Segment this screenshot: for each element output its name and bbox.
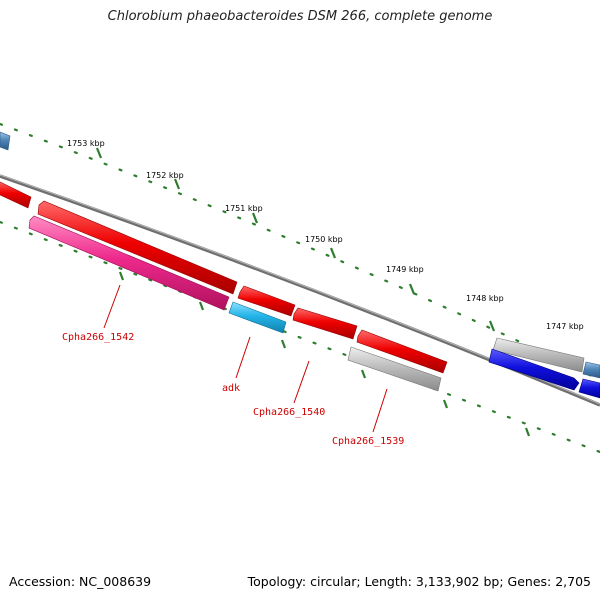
scale-label: 1753 kbp [67, 139, 105, 148]
genome-summary-text: Topology: circular; Length: 3,133,902 bp… [247, 574, 591, 589]
scale-major-tick [329, 247, 337, 259]
inner-ring-tick [524, 427, 531, 437]
cds-forward [0, 131, 11, 151]
cds-reverse [347, 346, 442, 392]
scale-dotted-line [0, 122, 600, 382]
inner-ring-tick [118, 271, 125, 281]
label-leader-line [103, 284, 121, 329]
inner-ring-tick [198, 301, 205, 311]
gene-label: adk [222, 383, 240, 394]
cds-reverse [578, 378, 600, 399]
gene-label: Cpha266_1542 [62, 332, 134, 343]
scale-label: 1749 kbp [386, 265, 424, 274]
cds-forward [356, 329, 448, 374]
genome-backbone [0, 174, 600, 407]
cds-forward [0, 181, 32, 209]
cds-forward [582, 361, 600, 379]
scale-major-tick [173, 178, 181, 190]
inner-dotted-ring [0, 220, 600, 454]
inner-ring-tick [360, 369, 367, 379]
cds-forward [37, 200, 238, 295]
cds-reverse [28, 215, 230, 311]
scale-label: 1750 kbp [305, 235, 343, 244]
gene-label: Cpha266_1540 [253, 407, 325, 418]
gene-label: Cpha266_1539 [332, 436, 404, 447]
scale-label: 1751 kbp [225, 204, 263, 213]
cds-reverse [488, 348, 580, 391]
scale-major-tick [95, 147, 103, 159]
cds-forward [292, 307, 358, 340]
cds-forward [237, 285, 296, 317]
label-leader-line [293, 360, 310, 404]
cds-forward [492, 337, 585, 373]
inner-ring-ticks [118, 271, 531, 437]
label-leader-line [235, 336, 251, 379]
accession-text: Accession: NC_008639 [9, 574, 152, 589]
scale-major-tick [251, 212, 259, 224]
scale-label: 1748 kbp [466, 294, 504, 303]
inner-ring-tick [280, 339, 287, 349]
scale-label: 1747 kbp [546, 322, 584, 331]
label-leader-line [372, 388, 388, 433]
map-title: Chlorobium phaeobacteroides DSM 266, com… [107, 9, 493, 24]
cds-reverse [228, 301, 287, 334]
scale-major-tick [488, 320, 496, 332]
scale-major-tick [408, 283, 416, 295]
inner-ring-tick [442, 399, 449, 409]
scale-track: 1753 kbp 1752 kbp 1751 kbp 1750 kbp 1749… [0, 122, 600, 382]
scale-label: 1752 kbp [146, 171, 184, 180]
